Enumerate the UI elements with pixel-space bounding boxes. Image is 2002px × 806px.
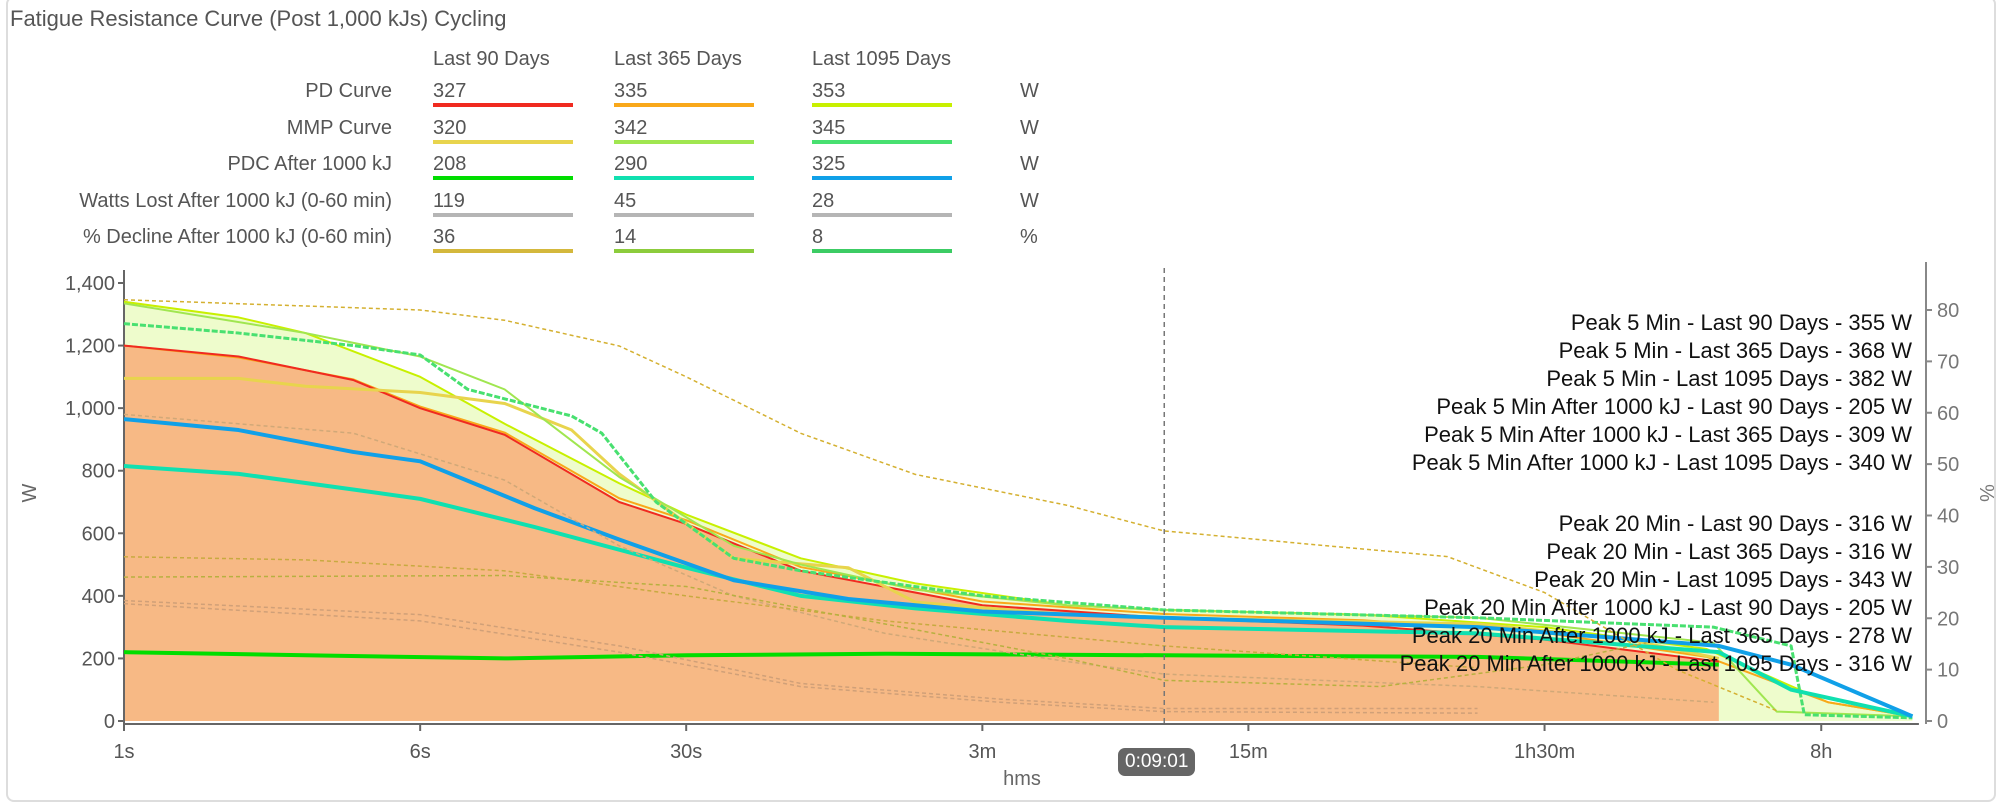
row-value: 28 [812,190,952,217]
y2-tick-label: 30 [1937,557,1959,579]
x-axis-label: hms [1003,768,1041,790]
series-line [123,650,1719,667]
chart-panel [6,0,1996,802]
x-tick-label: 3m [968,741,996,763]
series-line [123,602,1478,714]
row-unit: W [1020,153,1039,175]
peak-annotation: Peak 5 Min - Last 1095 Days - 382 W [1546,366,1912,391]
y2-tick-label: 10 [1937,660,1959,682]
column-header-90: Last 90 Days [433,48,550,70]
row-value: 119 [433,190,573,217]
peak-annotation: Peak 20 Min - Last 1095 Days - 343 W [1534,567,1912,592]
y-tick-label: 0 [104,711,115,733]
series-line [123,322,1913,720]
row-value: 345 [812,117,952,144]
pd-90-area [124,345,1719,721]
row-value: 208 [433,153,573,180]
row-value: 335 [614,80,754,107]
peak-annotation: Peak 5 Min After 1000 kJ - Last 1095 Day… [1412,450,1912,475]
row-label: Watts Lost After 1000 kJ (0-60 min) [79,190,392,212]
column-header-1095: Last 1095 Days [812,48,951,70]
column-header-365: Last 365 Days [614,48,742,70]
row-value: 353 [812,80,952,107]
row-value: 290 [614,153,754,180]
series-line [123,464,1913,719]
peak-annotation: Peak 5 Min - Last 365 Days - 368 W [1559,338,1913,363]
x-tick-label: 6s [410,741,431,763]
row-value: 320 [433,117,573,144]
y-tick-label: 600 [82,523,115,545]
peak-annotation: Peak 20 Min After 1000 kJ - Last 365 Day… [1412,623,1912,648]
x-tick-label: 1h30m [1514,741,1575,763]
y2-tick-label: 50 [1937,454,1959,476]
peak-annotation: Peak 20 Min - Last 365 Days - 316 W [1546,539,1912,564]
row-unit: W [1020,80,1039,102]
y2-tick-label: 20 [1937,608,1959,630]
row-unit: W [1020,117,1039,139]
row-label: MMP Curve [286,117,392,139]
peak-annotation: Peak 5 Min After 1000 kJ - Last 365 Days… [1424,422,1912,447]
series-line [123,417,1914,719]
series-line [123,599,1478,710]
cursor-time-badge: 0:09:01 [1118,748,1196,776]
y2-tick-label: 70 [1937,351,1959,373]
y-tick-label: 1,000 [65,398,115,420]
y-tick-label: 1,400 [65,273,115,295]
chart-title: Fatigue Resistance Curve (Post 1,000 kJs… [10,6,507,31]
x-tick-label: 30s [670,741,702,763]
x-tick-label: 1s [113,741,134,763]
row-value: 325 [812,153,952,180]
y-tick-label: 800 [82,461,115,483]
series-line [123,556,1478,669]
x-tick-label: 15m [1229,741,1268,763]
row-value: 8 [812,226,952,253]
row-value: 342 [614,117,754,144]
peak-annotation: Peak 20 Min - Last 90 Days - 316 W [1559,511,1913,536]
row-unit: % [1020,226,1038,248]
y2-tick-label: 80 [1937,300,1959,322]
y-tick-label: 1,200 [65,336,115,358]
row-label: % Decline After 1000 kJ (0-60 min) [82,226,392,248]
series-line [123,302,1913,718]
y2-axis-label: % [1975,484,1997,502]
y-tick-label: 200 [82,648,115,670]
row-value: 327 [433,80,573,107]
y2-tick-label: 60 [1937,403,1959,425]
row-label: PDC After 1000 kJ [227,153,392,175]
series-line [123,574,1647,688]
y2-tick-label: 40 [1937,506,1959,528]
peak-annotation: Peak 5 Min After 1000 kJ - Last 90 Days … [1436,394,1912,419]
y2-tick-label: 0 [1937,711,1948,733]
row-value: 36 [433,226,573,253]
y-axis-label: W [19,483,41,502]
series-line [123,298,1778,712]
peak-annotation: Peak 5 Min - Last 90 Days - 355 W [1571,310,1912,335]
row-label: PD Curve [305,80,392,102]
series-line [123,413,1714,703]
row-value: 14 [614,226,754,253]
x-tick-label: 8h [1810,741,1832,763]
row-value: 45 [614,190,754,217]
peak-annotation: Peak 20 Min After 1000 kJ - Last 1095 Da… [1400,651,1913,676]
peak-annotation: Peak 20 Min After 1000 kJ - Last 90 Days… [1424,595,1912,620]
row-unit: W [1020,190,1039,212]
y-tick-label: 400 [82,586,115,608]
